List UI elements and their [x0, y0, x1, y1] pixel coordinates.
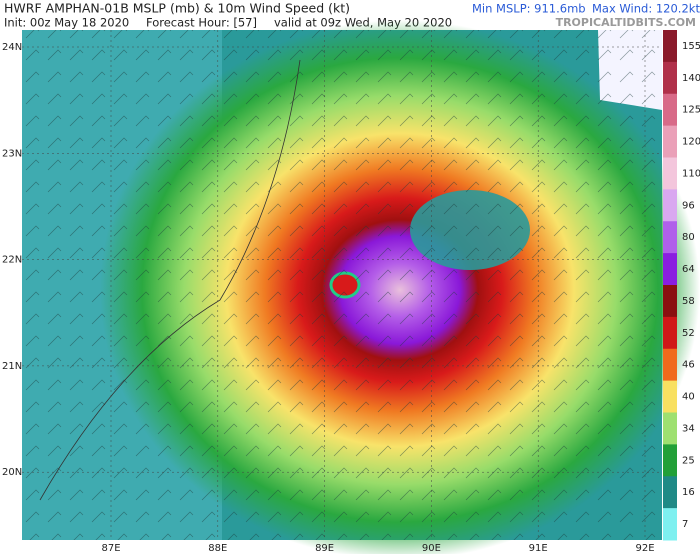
max-wind: Max Wind: 120.2kt	[592, 2, 700, 16]
colorbar-swatch	[663, 30, 677, 63]
colorbar-swatch	[663, 189, 677, 222]
init: Init: 00z May 18 2020	[4, 16, 129, 30]
colorbar-label: 140	[682, 73, 700, 84]
colorbar-swatch	[663, 444, 677, 477]
graticule	[22, 30, 662, 540]
colorbar-swatch	[663, 253, 677, 286]
lon-label: 92E	[635, 543, 654, 554]
colorbar-label: 52	[682, 328, 695, 339]
colorbar-label: 25	[682, 455, 695, 466]
lat-label: 21N	[2, 361, 22, 372]
colorbar-swatch	[663, 157, 677, 190]
colorbar-swatch	[663, 61, 677, 95]
lon-label: 88E	[208, 543, 227, 554]
colorbar-label: 58	[682, 296, 695, 307]
source: TROPICALTIDBITS.COM	[556, 16, 696, 29]
map	[22, 20, 700, 558]
title: HWRF AMPHAN-01B MSLP (mb) & 10m Wind Spe…	[4, 1, 350, 16]
colorbar-swatch	[663, 348, 677, 382]
colorbar-label: 80	[682, 232, 695, 243]
colorbar-swatch	[663, 125, 677, 158]
colorbar-label: 120	[682, 137, 700, 148]
lon-label: 87E	[101, 543, 120, 554]
colorbar-label: 16	[682, 487, 695, 498]
lon-label: 90E	[422, 543, 441, 554]
colorbar-label: 155	[682, 41, 700, 52]
colorbar-label: 46	[682, 360, 695, 371]
coastline	[39, 59, 301, 501]
lon-label: 91E	[529, 543, 548, 554]
colorbar-label: 7	[682, 519, 688, 530]
colorbar-label: 125	[682, 105, 700, 116]
colorbar-swatch	[663, 221, 677, 254]
colorbar-swatch	[663, 285, 677, 318]
colorbar-label: 110	[682, 168, 700, 179]
colorbar-label: 40	[682, 392, 695, 403]
colorbar-label: 34	[682, 423, 695, 434]
colorbar-swatch	[663, 380, 677, 413]
colorbar-swatch	[663, 412, 677, 445]
colorbar-label: 64	[682, 264, 695, 275]
lat-label: 23N	[2, 148, 22, 159]
colorbar-swatch	[663, 93, 677, 127]
colorbar-swatch	[663, 508, 677, 541]
colorbar: 155 140 125 120 110 96 80 64 58 52 46 40 34 25 16 7	[663, 30, 700, 541]
wind-barbs	[22, 30, 662, 540]
lon-label: 89E	[315, 543, 334, 554]
forecast-hour: Forecast Hour: [57]	[146, 16, 257, 30]
colorbar-label: 96	[682, 200, 695, 211]
lat-label: 20N	[2, 467, 22, 478]
colorbar-swatch	[663, 316, 677, 350]
lat-label: 22N	[2, 255, 22, 266]
min-mslp: Min MSLP: 911.6mb	[472, 2, 586, 16]
colorbar-swatch	[663, 476, 677, 509]
lat-label: 24N	[2, 42, 22, 53]
